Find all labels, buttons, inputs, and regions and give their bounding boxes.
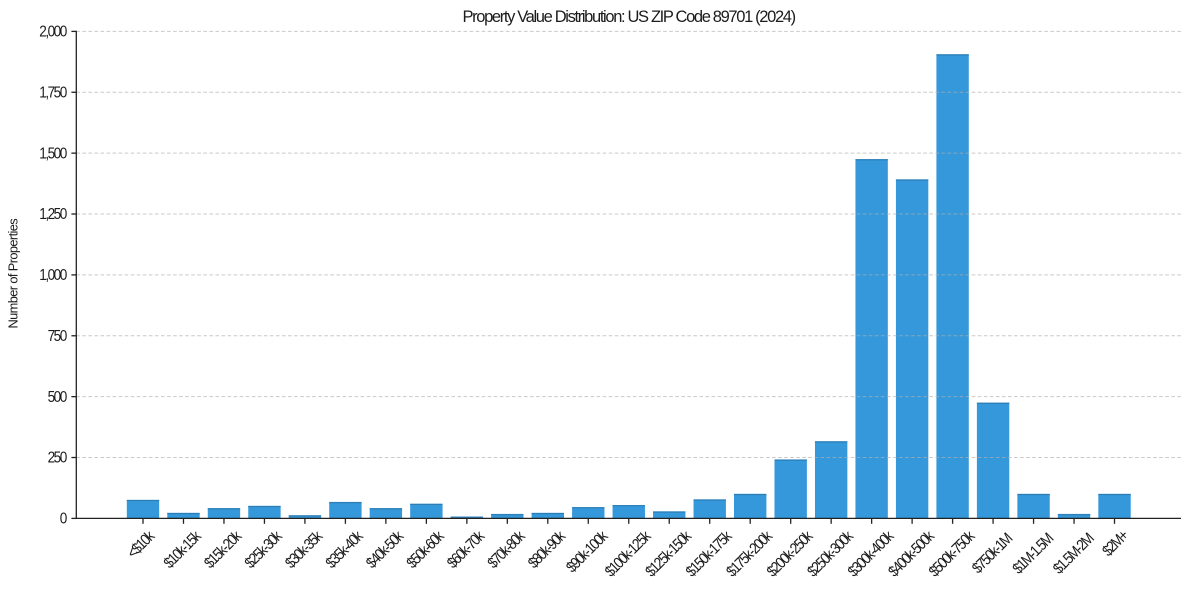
svg-text:1,750: 1,750 [39, 85, 67, 102]
svg-text:1,000: 1,000 [39, 267, 67, 284]
svg-text:1,500: 1,500 [39, 146, 67, 163]
svg-text:Property Value Distribution: U: Property Value Distribution: US ZIP Code… [462, 8, 795, 26]
svg-text:2,000: 2,000 [39, 24, 67, 41]
svg-text:500: 500 [48, 389, 68, 406]
svg-text:750: 750 [48, 328, 68, 345]
svg-text:Number of Properties: Number of Properties [6, 219, 21, 329]
svg-text:0: 0 [60, 511, 67, 528]
svg-text:1,250: 1,250 [39, 206, 67, 223]
svg-text:250: 250 [48, 450, 68, 467]
